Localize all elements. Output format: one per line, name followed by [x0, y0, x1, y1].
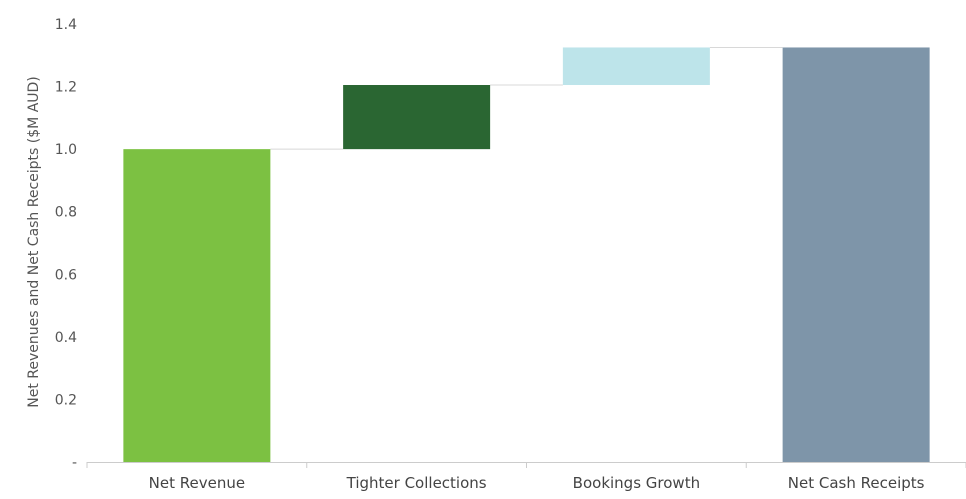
y-tick-label: 0.8 — [55, 205, 77, 221]
x-category-label: Tighter Collections — [346, 474, 487, 492]
y-tick-label: 1.2 — [55, 80, 77, 96]
y-tick-label: 1.4 — [55, 17, 77, 33]
y-axis-title: Net Revenues and Net Cash Receipts ($M A… — [26, 76, 42, 408]
y-tick-label: 0.4 — [55, 330, 77, 346]
y-tick-label: 0.2 — [55, 392, 77, 408]
y-axis-ticks: - 0.2 0.4 0.6 0.8 1.0 1.2 1.4 — [55, 17, 77, 471]
bar-bookings-growth — [562, 47, 710, 86]
x-category-label: Bookings Growth — [573, 474, 700, 492]
connector-lines — [270, 46, 783, 150]
x-axis-labels: Net Revenue Tighter Collections Bookings G… — [149, 474, 925, 492]
bars — [123, 47, 930, 462]
y-tick-label: 1.0 — [55, 142, 77, 158]
bar-tighter-collections — [343, 85, 491, 150]
bar-net-revenue — [123, 149, 271, 462]
y-tick-label: - — [72, 455, 77, 471]
x-category-label: Net Cash Receipts — [788, 474, 925, 492]
bar-net-cash-receipts — [782, 47, 930, 462]
x-axis — [86, 462, 966, 468]
y-tick-label: 0.6 — [55, 267, 77, 283]
x-category-label: Net Revenue — [149, 474, 245, 492]
